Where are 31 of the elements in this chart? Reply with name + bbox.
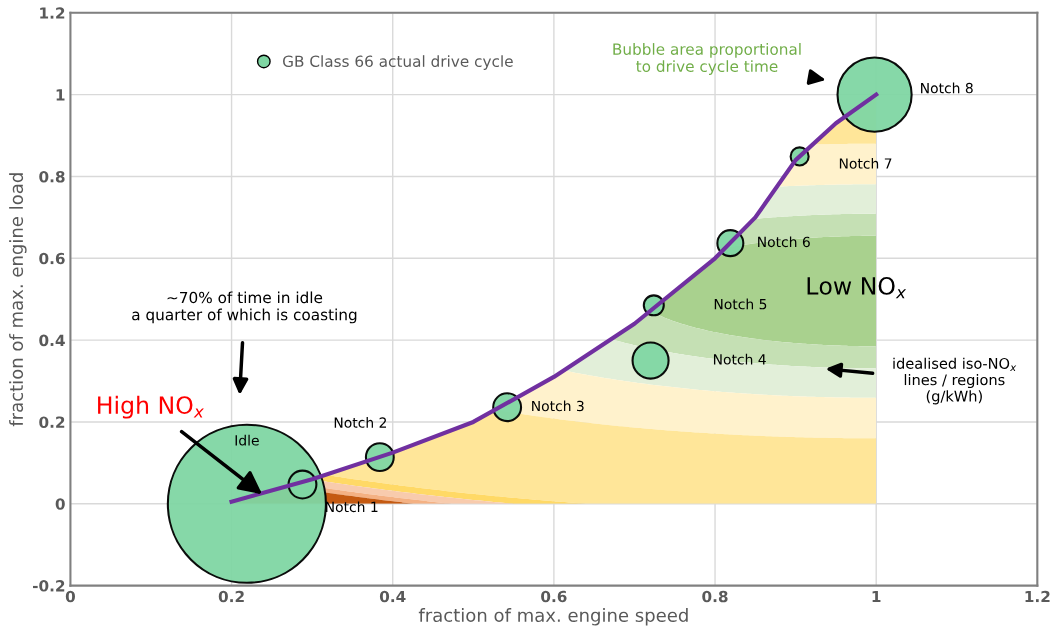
y-tick-label: 0.4 <box>39 334 65 347</box>
x-tick-label: 0.6 <box>541 590 567 603</box>
y-tick-label: 0.6 <box>39 252 65 265</box>
x-tick-label: 0.2 <box>218 590 244 603</box>
annotation: idealised iso-NO$_{x}$ lines / regions (g/kWh) <box>893 357 1017 405</box>
x-tick-label: 1.2 <box>1025 590 1050 603</box>
annotation: Notch 8 <box>921 82 973 94</box>
x-tick-label: 0.8 <box>702 590 728 603</box>
x-tick-label: 1 <box>872 590 881 603</box>
y-tick-label: 0.8 <box>39 170 65 183</box>
annotation: ~70% of time in idle a quarter of which is coasting <box>132 291 357 324</box>
y-tick-label: 0.2 <box>39 416 65 428</box>
annotation: Notch 5 <box>714 298 767 310</box>
y-axis-title: fraction of max. engine load <box>9 173 27 427</box>
annotation: Low NO$_{x}$ <box>807 276 907 299</box>
y-tick-label: -0.2 <box>32 580 65 592</box>
annotation: Idle <box>235 434 259 446</box>
x-tick-label: 0.4 <box>379 590 406 603</box>
annotation: Notch 3 <box>532 400 584 412</box>
annotation: Notch 6 <box>758 236 810 248</box>
annotation: Notch 2 <box>334 417 387 428</box>
annotation: Notch 4 <box>713 353 766 365</box>
y-tick-label: 1.2 <box>40 7 65 19</box>
annotation: Bubble area proportional to drive cycle time <box>613 43 801 75</box>
annotation: High NO$_{x}$ <box>98 395 204 419</box>
x-axis-title: fraction of max. engine speed <box>418 608 688 626</box>
y-tick-label: 1 <box>56 89 65 101</box>
x-tick-label: 0 <box>65 590 75 603</box>
legend-label: GB Class 66 actual drive cycle <box>283 55 513 70</box>
y-tick-label: 0 <box>55 498 65 510</box>
annotation: Notch 7 <box>839 158 892 169</box>
